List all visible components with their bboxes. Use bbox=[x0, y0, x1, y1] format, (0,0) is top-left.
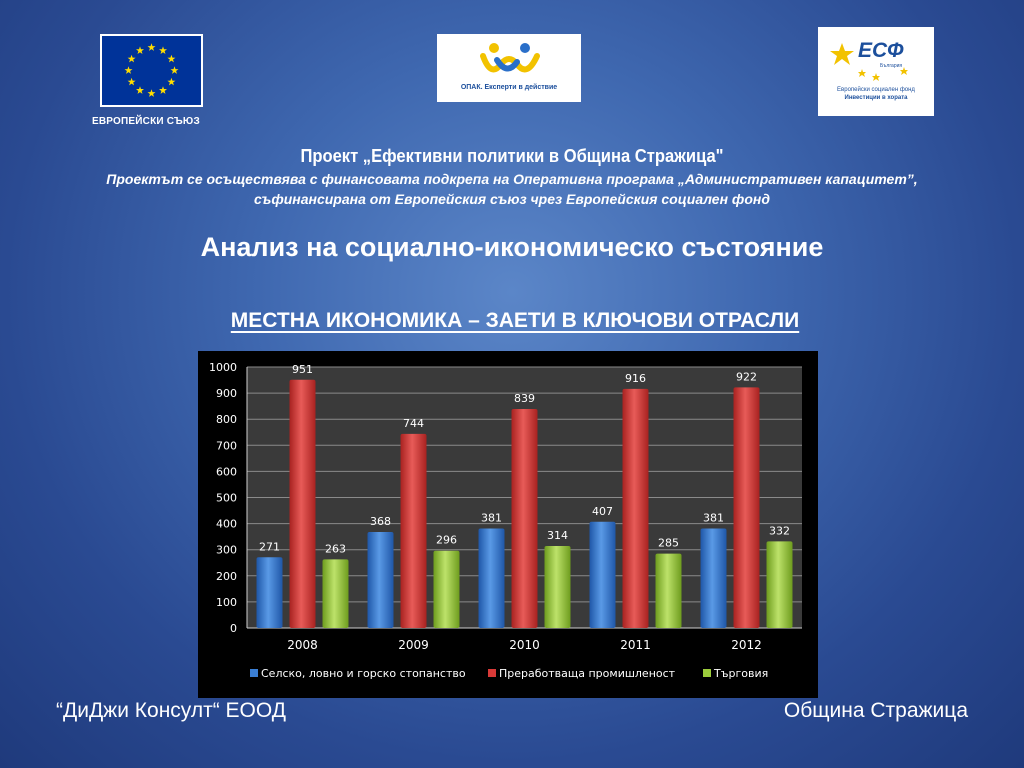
bar bbox=[700, 528, 727, 628]
bar-chart: 0 100 200 300 400 500 600 700 800 900 1000 2008 271… bbox=[209, 361, 802, 680]
bar bbox=[400, 433, 427, 628]
data-label: 922 bbox=[736, 370, 757, 383]
y-tick-label: 800 bbox=[216, 413, 237, 426]
y-tick-label: 900 bbox=[216, 387, 237, 400]
y-tick-label: 200 bbox=[216, 570, 237, 583]
x-tick-label: 2010 bbox=[509, 638, 540, 652]
chart-container: 0 100 200 300 400 500 600 700 800 900 1000 2008 271… bbox=[198, 351, 818, 698]
analysis-title: Анализ на социално-икономическо състояни… bbox=[200, 232, 824, 262]
data-label: 951 bbox=[292, 363, 313, 376]
legend-swatch bbox=[250, 669, 258, 677]
x-tick-label: 2011 bbox=[620, 638, 651, 652]
y-tick-label: 0 bbox=[230, 622, 237, 635]
legend-swatch bbox=[703, 669, 711, 677]
chart-heading: МЕСТНА ИКОНОМИКА – ЗАЕТИ В КЛЮЧОВИ ОТРАС… bbox=[230, 309, 800, 332]
x-tick-label: 2012 bbox=[731, 638, 762, 652]
esf-star-icon bbox=[830, 43, 908, 81]
eu-caption: ЕВРОПЕЙСКИ СЪЮЗ bbox=[92, 116, 200, 127]
x-tick-label: 2009 bbox=[398, 638, 429, 652]
data-label: 263 bbox=[325, 542, 346, 555]
legend-swatch bbox=[488, 669, 496, 677]
data-label: 296 bbox=[436, 534, 457, 547]
opak-figures-icon bbox=[480, 43, 540, 73]
bar bbox=[622, 388, 649, 628]
bar bbox=[589, 521, 616, 628]
y-tick-label: 100 bbox=[216, 596, 237, 609]
esf-country: България bbox=[880, 63, 903, 69]
data-label: 744 bbox=[403, 417, 424, 430]
bar bbox=[478, 528, 505, 628]
legend-label: Търговия bbox=[713, 667, 768, 680]
bar bbox=[655, 553, 682, 628]
y-tick-label: 1000 bbox=[209, 361, 237, 374]
project-title: Проект „Ефективни политики в Община Стра… bbox=[300, 146, 724, 166]
esf-invest-caption: Инвестиции в хората bbox=[844, 95, 908, 101]
data-label: 285 bbox=[658, 537, 679, 550]
eu-stars-icon bbox=[124, 43, 179, 97]
footer-company: “ДиДжи Консулт“ ЕООД bbox=[56, 699, 286, 722]
y-tick-label: 600 bbox=[216, 465, 237, 478]
bar bbox=[367, 531, 394, 628]
data-label: 271 bbox=[259, 540, 280, 553]
bar bbox=[511, 409, 538, 628]
footer-municipality: Община Стражица bbox=[783, 699, 968, 722]
bar bbox=[733, 387, 760, 628]
y-tick-label: 300 bbox=[216, 544, 237, 557]
esf-title: ЕСФ bbox=[858, 39, 904, 62]
project-description-line1: Проектът се осъществява с финансовата по… bbox=[106, 171, 918, 187]
legend-label: Селско, ловно и горско стопанство bbox=[261, 667, 466, 680]
bar bbox=[256, 557, 283, 628]
y-tick-label: 400 bbox=[216, 518, 237, 531]
legend-label: Преработваща промишленост bbox=[499, 667, 676, 680]
data-label: 839 bbox=[514, 392, 535, 405]
data-label: 407 bbox=[592, 505, 613, 518]
data-label: 314 bbox=[547, 529, 568, 542]
data-label: 381 bbox=[481, 512, 502, 525]
data-label: 368 bbox=[370, 515, 391, 528]
x-tick-label: 2008 bbox=[287, 638, 318, 652]
data-label: 381 bbox=[703, 512, 724, 525]
bar bbox=[544, 546, 571, 628]
opak-caption: ОПАК. Експерти в действие bbox=[460, 84, 558, 91]
bar bbox=[289, 379, 316, 628]
opak-logo: ОПАК. Експерти в действие bbox=[437, 34, 581, 102]
bar bbox=[766, 541, 793, 628]
y-tick-label: 700 bbox=[216, 439, 237, 452]
bar bbox=[433, 550, 460, 628]
esf-fund-caption: Европейски социален фонд bbox=[837, 87, 915, 93]
project-description-line2: съфинансирана от Европейския съюз чрез Е… bbox=[254, 191, 770, 207]
data-label: 916 bbox=[625, 372, 646, 385]
eu-flag-logo bbox=[100, 34, 203, 107]
data-label: 332 bbox=[769, 524, 790, 537]
bar bbox=[322, 559, 349, 628]
esf-logo: ЕСФ България Европейски социален фонд Ин… bbox=[818, 27, 934, 116]
y-tick-label: 500 bbox=[216, 492, 237, 505]
